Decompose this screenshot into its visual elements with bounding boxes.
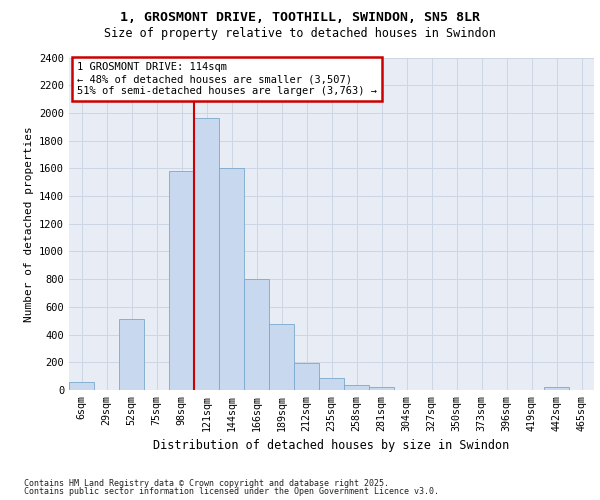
Bar (344, 385, 369, 390)
Y-axis label: Number of detached properties: Number of detached properties (23, 126, 34, 322)
Bar (119, 320, 144, 390)
Bar (369, 387, 394, 390)
Text: Size of property relative to detached houses in Swindon: Size of property relative to detached ho… (104, 28, 496, 40)
Bar (69, 382, 94, 390)
Bar (194, 118, 219, 390)
Text: Contains HM Land Registry data © Crown copyright and database right 2025.: Contains HM Land Registry data © Crown c… (24, 478, 389, 488)
Bar (219, 168, 244, 390)
Bar (319, 378, 344, 390)
Text: 1 GROSMONT DRIVE: 114sqm
← 48% of detached houses are smaller (3,507)
51% of sem: 1 GROSMONT DRIVE: 114sqm ← 48% of detach… (77, 62, 377, 96)
X-axis label: Distribution of detached houses by size in Swindon: Distribution of detached houses by size … (154, 439, 509, 452)
Text: Contains public sector information licensed under the Open Government Licence v3: Contains public sector information licen… (24, 487, 439, 496)
Text: 1, GROSMONT DRIVE, TOOTHILL, SWINDON, SN5 8LR: 1, GROSMONT DRIVE, TOOTHILL, SWINDON, SN… (120, 11, 480, 24)
Bar (169, 171, 194, 390)
Bar (294, 363, 319, 390)
Bar (269, 324, 294, 390)
Bar (244, 279, 269, 390)
Bar (544, 387, 569, 390)
